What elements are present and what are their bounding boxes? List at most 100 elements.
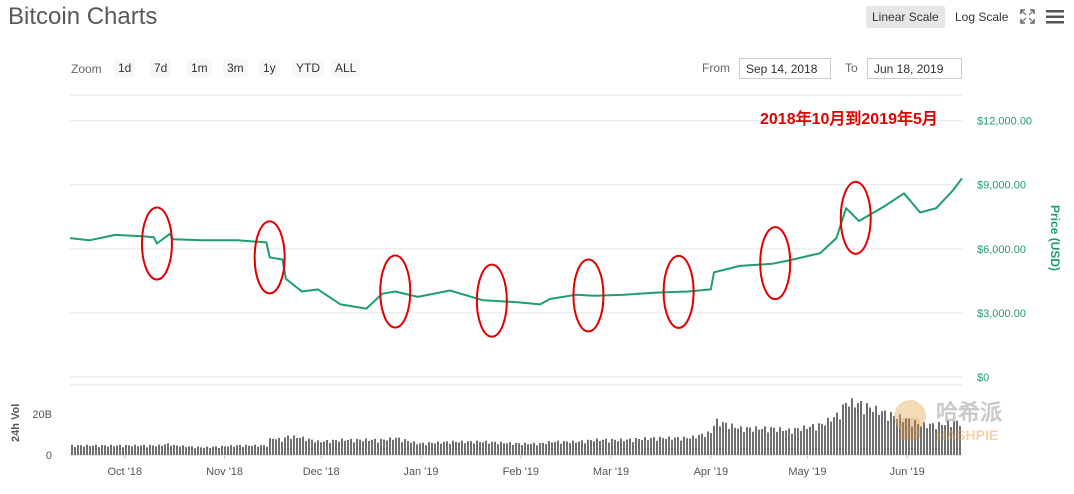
zoom-1m-button[interactable]: 1m — [187, 59, 212, 77]
volume-bar — [593, 441, 595, 455]
volume-bar — [602, 439, 604, 455]
volume-bar — [752, 431, 754, 455]
volume-bar — [722, 422, 724, 455]
volume-bar — [779, 427, 781, 455]
linear-scale-button[interactable]: Linear Scale — [866, 6, 945, 28]
volume-bar — [299, 438, 301, 455]
volume-bar — [119, 444, 121, 455]
zoom-ytd-button[interactable]: YTD — [292, 59, 324, 77]
volume-bar — [242, 446, 244, 455]
volume-bar — [902, 422, 904, 455]
expand-icon[interactable] — [1020, 9, 1035, 29]
volume-bar — [947, 420, 949, 455]
volume-bar — [413, 441, 415, 455]
volume-bar — [638, 439, 640, 455]
volume-bar — [812, 424, 814, 455]
volume-bar — [437, 441, 439, 455]
volume-bar — [941, 424, 943, 455]
highlight-circle — [379, 254, 412, 329]
volume-bar — [911, 426, 913, 455]
price-axis-title: Price (USD) — [1048, 205, 1062, 271]
zoom-1d-button[interactable]: 1d — [114, 59, 136, 77]
volume-bar — [425, 445, 427, 455]
volume-bar — [935, 429, 937, 455]
volume-bar — [536, 445, 538, 455]
volume-bar — [914, 420, 916, 455]
volume-bar — [71, 444, 73, 455]
volume-bar — [578, 441, 580, 455]
zoom-1y-button[interactable]: 1y — [259, 59, 280, 77]
volume-bar — [236, 445, 238, 455]
volume-bar — [272, 438, 274, 455]
volume-bar — [893, 416, 895, 455]
x-tick-label: Feb '19 — [503, 466, 539, 478]
volume-bar — [407, 440, 409, 455]
volume-bar — [836, 412, 838, 455]
volume-bar — [254, 444, 256, 455]
volume-bar — [146, 447, 148, 455]
volume-bar — [404, 439, 406, 455]
volume-bar — [863, 414, 865, 455]
volume-bar — [794, 427, 796, 455]
volume-bar — [806, 428, 808, 455]
volume-bar — [491, 441, 493, 455]
zoom-3m-button[interactable]: 3m — [223, 59, 248, 77]
volume-bar — [461, 440, 463, 455]
volume-bar — [263, 445, 265, 455]
volume-bar — [107, 446, 109, 455]
volume-bar — [959, 425, 961, 455]
volume-bar — [356, 438, 358, 455]
log-scale-button[interactable]: Log Scale — [955, 10, 1009, 24]
hamburger-menu-icon[interactable] — [1046, 10, 1064, 29]
volume-bar — [749, 427, 751, 455]
zoom-all-button[interactable]: ALL — [331, 59, 361, 77]
volume-bar — [887, 420, 889, 455]
volume-tick-label: 20B — [32, 409, 52, 421]
volume-bar — [743, 432, 745, 455]
watermark-subtext: HASHPIE — [936, 427, 998, 443]
volume-bar — [485, 440, 487, 455]
volume-bar — [152, 445, 154, 455]
volume-bar — [191, 446, 193, 455]
volume-bar — [482, 442, 484, 455]
volume-bar — [452, 440, 454, 455]
volume-bar — [866, 403, 868, 455]
volume-bar — [302, 436, 304, 455]
x-tick-label: Jan '19 — [403, 466, 438, 478]
volume-bar — [278, 437, 280, 455]
volume-bar — [884, 410, 886, 455]
volume-bar — [206, 446, 208, 455]
volume-bar — [956, 420, 958, 455]
volume-bar — [653, 437, 655, 455]
volume-bar — [860, 400, 862, 455]
volume-bar — [572, 440, 574, 455]
from-date-input[interactable]: Sep 14, 2018 — [739, 58, 831, 79]
to-date-input[interactable]: Jun 18, 2019 — [867, 58, 962, 79]
volume-bar — [590, 440, 592, 455]
volume-bar — [737, 428, 739, 455]
volume-axis-title: 24h Vol — [10, 404, 22, 442]
volume-bar — [134, 444, 136, 455]
volume-bar — [479, 442, 481, 455]
volume-bar — [524, 442, 526, 455]
volume-bar — [557, 440, 559, 455]
volume-bar — [218, 447, 220, 455]
volume-bar — [530, 443, 532, 455]
volume-bar — [785, 430, 787, 455]
volume-bar — [929, 423, 931, 455]
volume-bar — [131, 446, 133, 455]
volume-bar — [761, 429, 763, 455]
volume-bar — [422, 442, 424, 455]
volume-bar — [800, 431, 802, 455]
volume-bar — [710, 433, 712, 455]
volume-bar — [647, 440, 649, 455]
volume-bar — [155, 446, 157, 455]
volume-bar — [734, 427, 736, 455]
volume-bar — [89, 446, 91, 455]
volume-bar — [923, 422, 925, 455]
volume-bar — [701, 433, 703, 455]
volume-bar — [896, 418, 898, 455]
watermark-logo: 哈希派 HASHPIE — [888, 388, 1048, 453]
zoom-7d-button[interactable]: 7d — [150, 59, 172, 77]
